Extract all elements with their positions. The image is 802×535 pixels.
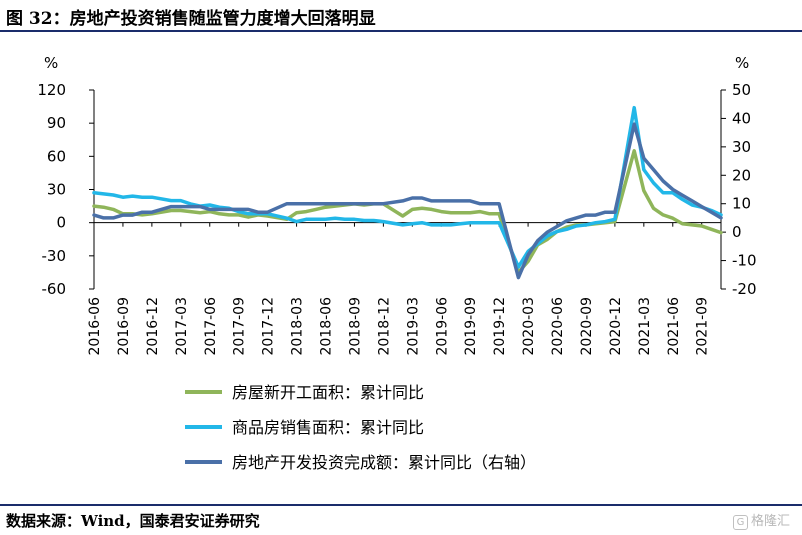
watermark: G 格隆汇 <box>732 510 790 530</box>
x-tick-label: 2019-09 <box>463 297 479 356</box>
left-tick-label: 60 <box>47 147 66 165</box>
legend-label-1: 房屋新开工面积：累计同比 <box>232 383 424 402</box>
watermark-text: 格隆汇 <box>750 514 790 529</box>
x-tick-label: 2021-03 <box>637 297 653 356</box>
x-tick-label: 2016-09 <box>116 297 132 356</box>
x-tick-label: 2018-09 <box>347 297 363 356</box>
x-tick-label: 2020-06 <box>550 297 566 356</box>
right-tick-label: 10 <box>732 195 751 213</box>
right-tick-label: 40 <box>732 109 751 127</box>
left-axis-unit: % <box>44 54 58 72</box>
page-title: 图 32：房地产投资销售随监管力度增大回落明显 <box>6 9 376 29</box>
left-tick-label: 120 <box>37 81 66 99</box>
right-tick-label: 0 <box>732 223 742 241</box>
right-tick-label: 50 <box>732 81 751 99</box>
right-axis-unit: % <box>735 54 749 72</box>
x-tick-label: 2016-06 <box>87 297 103 356</box>
left-tick-label: -30 <box>42 247 67 265</box>
watermark-logo-icon: G <box>732 515 748 530</box>
x-tick-label: 2019-12 <box>492 297 508 356</box>
x-tick-label: 2018-06 <box>319 297 335 356</box>
right-tick-label: 30 <box>732 138 751 156</box>
line-chart: % % 120 90 60 30 0 -30 -60 50 40 30 20 10 0 -10 -20 2016-… <box>37 54 757 472</box>
legend-label-3: 房地产开发投资完成额：累计同比（右轴） <box>232 453 536 472</box>
x-tick-label: 2021-09 <box>695 297 711 356</box>
right-tick-label: -20 <box>732 280 757 298</box>
right-tick-label: -10 <box>732 252 757 270</box>
left-tick-label: 30 <box>47 181 66 199</box>
x-tick-label: 2018-03 <box>290 297 306 356</box>
right-tick-label: 20 <box>732 166 751 184</box>
x-tick-label: 2017-06 <box>203 297 219 356</box>
x-tick-label: 2017-09 <box>232 297 248 356</box>
series-line-3 <box>92 122 723 280</box>
x-tick-label: 2020-12 <box>608 297 624 356</box>
x-tick-label: 2017-03 <box>174 297 190 356</box>
x-tick-label: 2017-12 <box>261 297 277 356</box>
x-tick-label: 2016-12 <box>145 297 161 356</box>
x-tick-label: 2020-03 <box>521 297 537 356</box>
series-line-1 <box>92 149 723 275</box>
x-tick-label: 2018-12 <box>376 297 392 356</box>
left-tick-label: 0 <box>56 214 66 232</box>
left-tick-label: 90 <box>47 114 66 132</box>
source-divider <box>0 504 802 506</box>
legend-label-2: 商品房销售面积：累计同比 <box>232 418 424 437</box>
source-note: 数据来源：Wind，国泰君安证券研究 <box>6 512 260 530</box>
x-tick-label: 2019-03 <box>405 297 421 356</box>
x-tick-label: 2021-06 <box>666 297 682 356</box>
title-divider <box>0 30 802 32</box>
x-tick-label: 2020-09 <box>579 297 595 356</box>
x-tick-label: 2019-06 <box>434 297 450 356</box>
series-line-2 <box>92 105 723 269</box>
left-tick-label: -60 <box>42 280 67 298</box>
